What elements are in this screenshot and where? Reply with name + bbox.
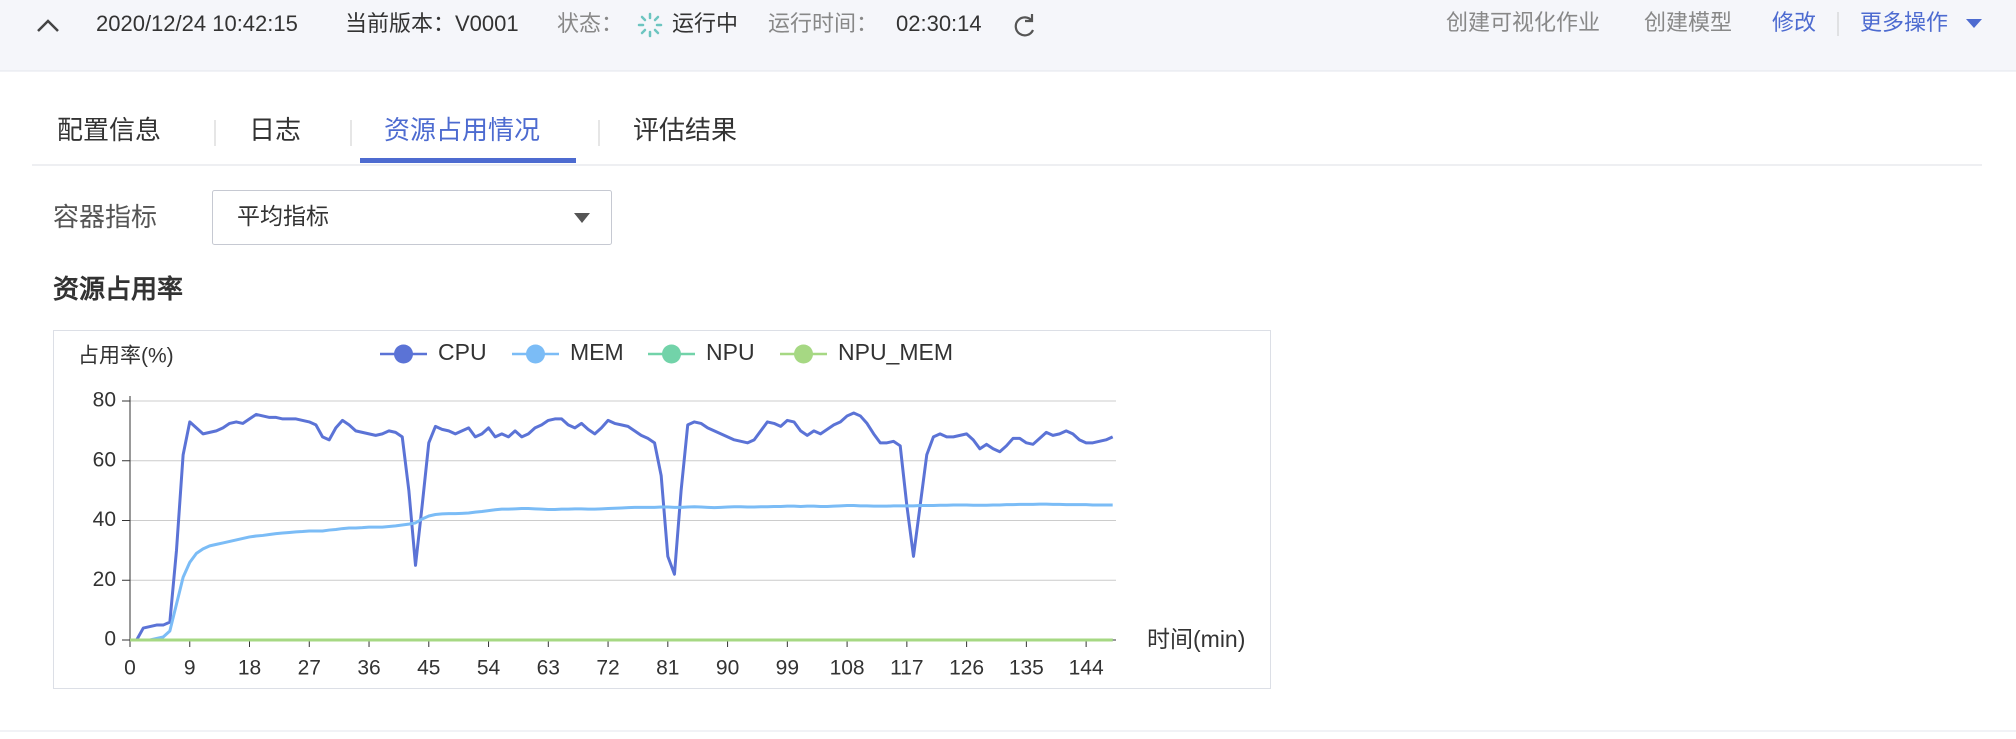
x-tick-label: 81 xyxy=(656,657,679,680)
x-tick-label: 117 xyxy=(890,657,923,680)
legend-marker[interactable] xyxy=(394,344,413,364)
dropdown-icon xyxy=(1966,19,1982,28)
select-arrow xyxy=(574,213,590,223)
x-tick-label: 18 xyxy=(238,657,261,680)
y-tick-label: 0 xyxy=(104,628,116,651)
tab-active[interactable]: 资源占用情况 xyxy=(384,115,540,145)
runtime-label: 运行时间： xyxy=(768,11,878,36)
tab[interactable]: 评估结果 xyxy=(633,115,737,145)
x-tick-label: 0 xyxy=(124,657,136,680)
version: 当前版本：V0001 xyxy=(345,11,519,36)
x-tick-label: 45 xyxy=(417,657,440,680)
chart-box xyxy=(53,330,1271,689)
runtime: 02:30:14 xyxy=(896,11,982,36)
series-line xyxy=(130,411,1114,642)
x-tick-label: 108 xyxy=(830,657,865,680)
section-title: 资源占用率 xyxy=(53,274,183,304)
collapse-icon[interactable] xyxy=(37,19,59,32)
x-tick-label: 99 xyxy=(776,657,799,680)
select-value: 平均指标 xyxy=(237,203,329,229)
action[interactable]: 更多操作 xyxy=(1860,10,1948,35)
x-tick-label: 36 xyxy=(357,657,380,680)
x-tick-label: 27 xyxy=(298,657,321,680)
filter-label: 容器指标 xyxy=(53,202,157,232)
header-bar xyxy=(0,0,2016,71)
refresh-icon[interactable] xyxy=(1014,14,1035,37)
select[interactable] xyxy=(212,190,612,245)
x-tick-label: 63 xyxy=(537,657,560,680)
y-tick-label: 20 xyxy=(93,568,116,591)
spinner-icon xyxy=(637,12,663,38)
action[interactable]: 修改 xyxy=(1772,10,1816,35)
y-axis-title: 占用率(%) xyxy=(78,345,174,368)
legend-label[interactable]: CPU xyxy=(438,339,487,365)
x-tick-label: 126 xyxy=(949,657,984,680)
action[interactable]: 创建可视化作业 xyxy=(1446,10,1600,35)
x-tick-label: 9 xyxy=(184,657,196,680)
legend-marker[interactable] xyxy=(794,344,813,364)
legend-marker[interactable] xyxy=(662,344,681,364)
series-line xyxy=(130,502,1113,642)
y-tick-label: 40 xyxy=(93,508,116,531)
x-tick-label: 135 xyxy=(1009,657,1044,680)
legend-label[interactable]: NPU_MEM xyxy=(838,339,953,365)
tab-indicator xyxy=(360,158,576,163)
x-tick-label: 144 xyxy=(1069,657,1104,680)
action[interactable]: 创建模型 xyxy=(1644,10,1732,35)
x-tick-label: 72 xyxy=(596,657,619,680)
y-tick-label: 60 xyxy=(93,448,116,471)
timestamp: 2020/12/24 10:42:15 xyxy=(96,11,298,36)
x-axis-title: 时间(min) xyxy=(1147,626,1245,652)
legend-marker[interactable] xyxy=(526,344,545,364)
y-tick-label: 80 xyxy=(93,389,116,412)
tab[interactable]: 日志 xyxy=(249,115,301,145)
legend-label[interactable]: MEM xyxy=(570,339,624,365)
legend-label[interactable]: NPU xyxy=(706,339,755,365)
x-tick-label: 54 xyxy=(477,657,501,680)
status: 运行中 xyxy=(672,11,738,36)
x-tick-label: 90 xyxy=(716,657,739,680)
status-label: 状态： xyxy=(557,11,623,36)
tab[interactable]: 配置信息 xyxy=(57,115,161,145)
